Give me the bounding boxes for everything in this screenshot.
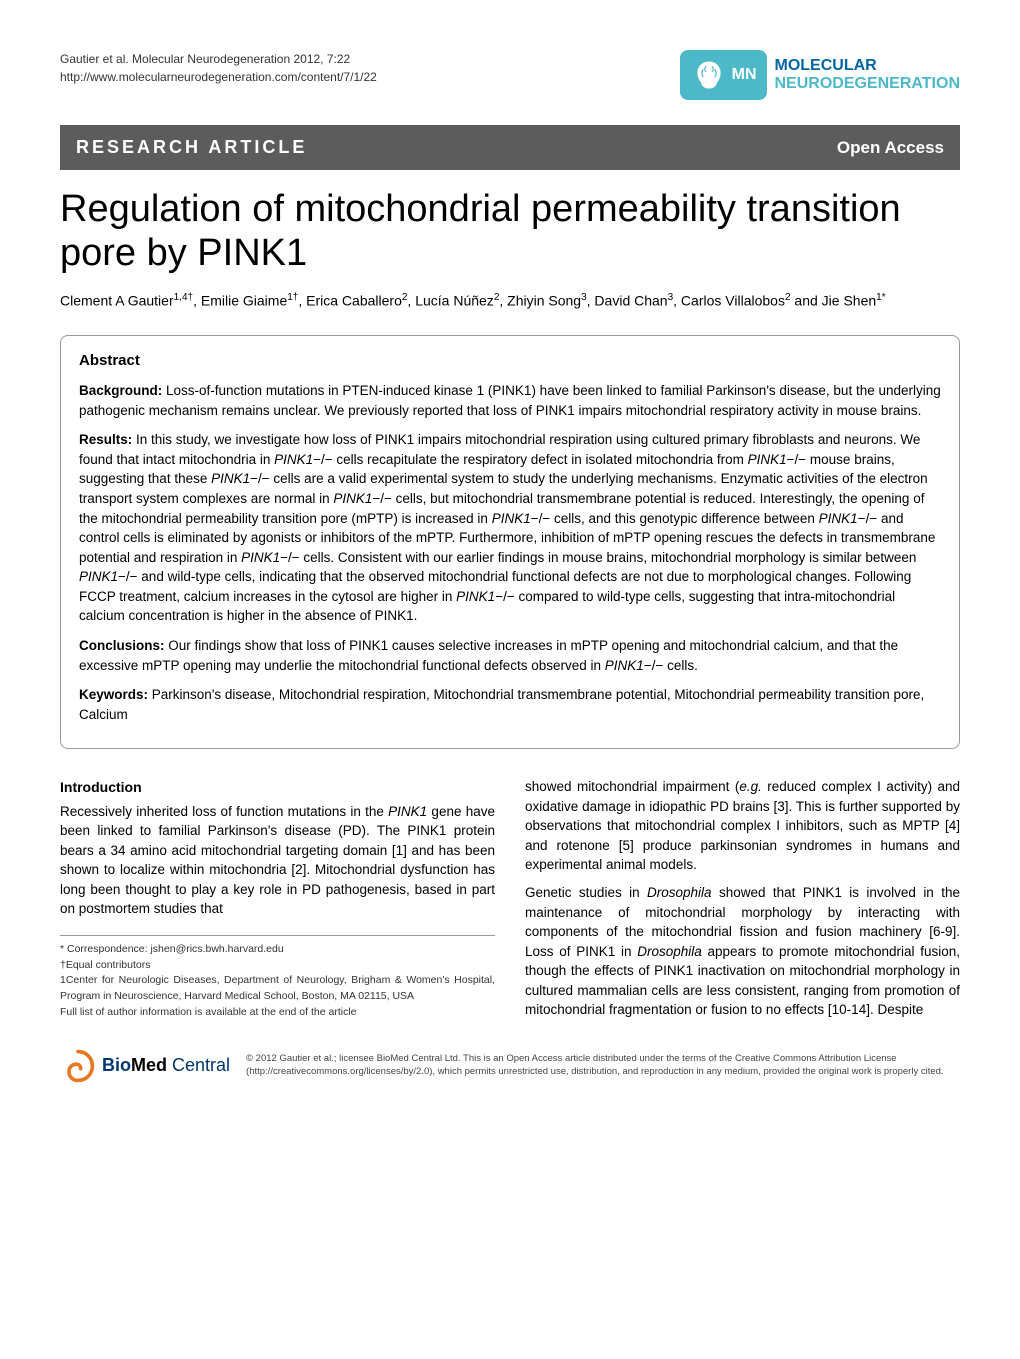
logo-letters: MN <box>732 64 757 86</box>
abstract-keywords: Keywords: Parkinson's disease, Mitochond… <box>79 685 941 724</box>
background-text: Loss-of-function mutations in PTEN-induc… <box>79 383 941 418</box>
journal-logo: MN MOLECULAR NEURODEGENERATION <box>680 50 960 100</box>
citation-block: Gautier et al. Molecular Neurodegenerati… <box>60 50 377 86</box>
citation-line1: Gautier et al. Molecular Neurodegenerati… <box>60 50 377 68</box>
intro-paragraph-1: Recessively inherited loss of function m… <box>60 802 495 919</box>
abstract-conclusions: Conclusions: Our findings show that loss… <box>79 636 941 675</box>
author-list: Clement A Gautier1,4†, Emilie Giaime1†, … <box>60 290 960 312</box>
article-type: RESEARCH ARTICLE <box>76 135 307 160</box>
article-type-banner: RESEARCH ARTICLE Open Access <box>60 125 960 170</box>
correspondence-block: * Correspondence: jshen@rics.bwh.harvard… <box>60 935 495 1021</box>
abstract-results: Results: In this study, we investigate h… <box>79 430 941 626</box>
open-access-label: Open Access <box>837 136 944 160</box>
body-columns: Introduction Recessively inherited loss … <box>60 777 960 1028</box>
abstract-heading: Abstract <box>79 350 941 371</box>
brain-svg-icon <box>690 56 728 94</box>
author-info-note: Full list of author information is avail… <box>60 1005 495 1021</box>
journal-word2: NEURODEGENERATION <box>775 75 961 93</box>
correspondence-email: * Correspondence: jshen@rics.bwh.harvard… <box>60 942 495 958</box>
intro-paragraph-3: Genetic studies in Drosophila showed tha… <box>525 883 960 1020</box>
equal-contributors: †Equal contributors <box>60 958 495 974</box>
conclusions-label: Conclusions: <box>79 638 165 653</box>
abstract-box: Abstract Background: Loss-of-function mu… <box>60 335 960 749</box>
right-column: showed mitochondrial impairment (e.g. re… <box>525 777 960 1028</box>
introduction-heading: Introduction <box>60 777 495 797</box>
bmc-text: BioMed Central <box>102 1053 230 1078</box>
results-text: In this study, we investigate how loss o… <box>79 432 935 623</box>
conclusions-text: Our findings show that loss of PINK1 cau… <box>79 638 898 673</box>
journal-word1: MOLECULAR <box>775 57 961 75</box>
left-column: Introduction Recessively inherited loss … <box>60 777 495 1028</box>
affiliation-1: 1Center for Neurologic Diseases, Departm… <box>60 973 495 1005</box>
page-header: Gautier et al. Molecular Neurodegenerati… <box>60 50 960 100</box>
keywords-text: Parkinson's disease, Mitochondrial respi… <box>79 687 924 722</box>
article-title: Regulation of mitochondrial permeability… <box>60 188 960 275</box>
abstract-background: Background: Loss-of-function mutations i… <box>79 381 941 420</box>
biomed-central-logo: BioMed Central <box>60 1048 230 1084</box>
background-label: Background: <box>79 383 162 398</box>
citation-url: http://www.molecularneurodegeneration.co… <box>60 68 377 86</box>
keywords-label: Keywords: <box>79 687 148 702</box>
license-text: © 2012 Gautier et al.; licensee BioMed C… <box>246 1053 960 1079</box>
intro-paragraph-2: showed mitochondrial impairment (e.g. re… <box>525 777 960 875</box>
results-label: Results: <box>79 432 132 447</box>
bmc-swirl-icon <box>60 1048 96 1084</box>
journal-name: MOLECULAR NEURODEGENERATION <box>775 57 961 92</box>
page-footer: BioMed Central © 2012 Gautier et al.; li… <box>60 1048 960 1084</box>
brain-icon: MN <box>680 50 767 100</box>
